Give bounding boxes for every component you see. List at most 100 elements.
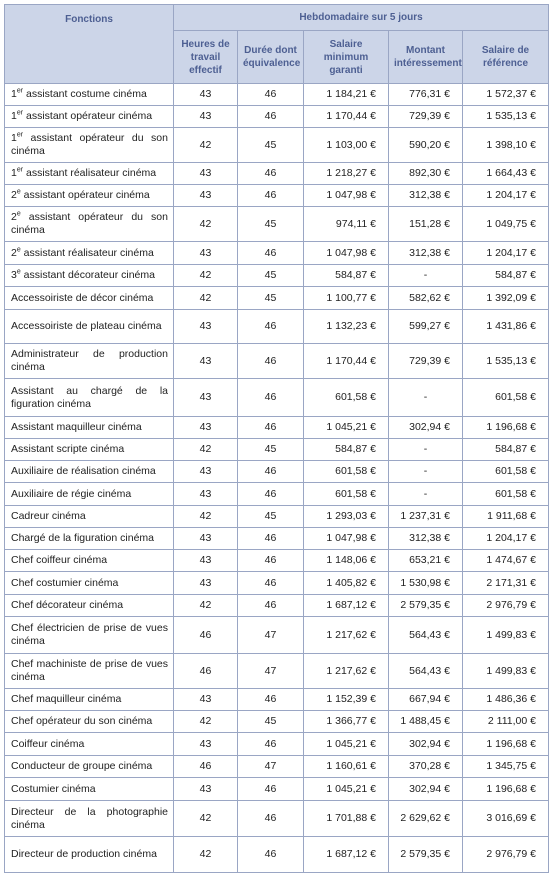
hours-cell: 43 bbox=[173, 549, 238, 572]
table-row: Auxiliaire de régie cinéma 43 46 601,58 € -6… bbox=[4, 482, 549, 506]
amount-cell: 892,30 € bbox=[388, 162, 463, 185]
table-row: Chargé de la figuration cinéma 43 46 1 047,… bbox=[4, 527, 549, 550]
amount-cell: 1 132,23 € bbox=[303, 309, 389, 344]
amount-cell: 1 204,17 € bbox=[462, 241, 549, 265]
amount-cell: 974,11 € bbox=[303, 206, 389, 242]
amount-cell: 2 171,31 € bbox=[462, 571, 549, 595]
amount-cell: 1 184,21 € bbox=[303, 83, 389, 106]
ordinal-suffix: er bbox=[16, 131, 24, 139]
amount-cell: 1 488,45 € bbox=[388, 710, 463, 733]
amount-cell: 2 579,35 € bbox=[388, 836, 463, 873]
amount-cell: 2 111,00 € bbox=[462, 710, 549, 733]
ordinal: 2 bbox=[11, 189, 17, 201]
header-cell: Heures de travail effectif bbox=[173, 30, 238, 84]
header-cell: Montant intéressement bbox=[388, 30, 463, 84]
function-cell: Coiffeur cinéma bbox=[4, 732, 174, 756]
amount-cell: 1 045,21 € bbox=[303, 732, 389, 756]
amount-cell: 1 204,17 € bbox=[462, 184, 549, 207]
ordinal-suffix: er bbox=[16, 109, 24, 117]
hours-cell: 47 bbox=[237, 616, 304, 654]
amount-cell: 601,58 € bbox=[462, 460, 549, 483]
table-row: Assistant au chargé de la figuration cin… bbox=[4, 378, 549, 417]
amount-cell: 1 687,12 € bbox=[303, 836, 389, 873]
amount-cell: 370,28 € bbox=[388, 755, 463, 778]
function-text: assistant costume cinéma bbox=[23, 88, 147, 100]
hours-cell: 46 bbox=[237, 836, 304, 873]
amount-cell: 667,94 € bbox=[388, 688, 463, 711]
hours-cell: 46 bbox=[173, 616, 238, 654]
function-cell: 1er assistant costume cinéma bbox=[4, 83, 174, 106]
function-cell: 1er assistant opérateur du son cinéma bbox=[4, 127, 174, 163]
hours-cell: 43 bbox=[173, 571, 238, 595]
hours-cell: 42 bbox=[173, 710, 238, 733]
amount-cell: 1 045,21 € bbox=[303, 777, 389, 801]
function-cell: Auxiliaire de régie cinéma bbox=[4, 482, 174, 506]
ordinal: 1 bbox=[11, 88, 17, 100]
hours-cell: 47 bbox=[237, 755, 304, 778]
amount-cell: 729,39 € bbox=[388, 105, 463, 128]
table-row: 2e assistant opérateur du son cinéma 42 45… bbox=[4, 206, 549, 242]
table-row: Chef machiniste de prise de vues cinéma 4… bbox=[4, 653, 549, 689]
amount-cell: 1 405,82 € bbox=[303, 571, 389, 595]
hours-cell: 42 bbox=[173, 800, 238, 837]
hours-cell: 45 bbox=[237, 264, 304, 287]
amount-cell: 2 579,35 € bbox=[388, 594, 463, 617]
hours-cell: 46 bbox=[237, 162, 304, 185]
function-cell: Auxiliaire de réalisation cinéma bbox=[4, 460, 174, 483]
amount-cell: - bbox=[388, 438, 463, 461]
amount-cell: 601,58 € bbox=[303, 482, 389, 506]
amount-cell: 1 664,43 € bbox=[462, 162, 549, 185]
table-body: 1er assistant costume cinéma 43 46 1 184,21… bbox=[4, 83, 549, 873]
amount-cell: 302,94 € bbox=[388, 732, 463, 756]
hours-cell: 43 bbox=[173, 482, 238, 506]
hours-cell: 42 bbox=[173, 594, 238, 617]
amount-cell: 601,58 € bbox=[462, 378, 549, 417]
amount-cell: 302,94 € bbox=[388, 416, 463, 439]
hours-cell: 46 bbox=[237, 549, 304, 572]
hours-cell: 45 bbox=[237, 206, 304, 242]
function-cell: Chef électricien de prise de vues cinéma bbox=[4, 616, 174, 654]
function-cell: Assistant maquilleur cinéma bbox=[4, 416, 174, 439]
amount-cell: 729,39 € bbox=[388, 343, 463, 379]
function-cell: Administrateur de production cinéma bbox=[4, 343, 174, 379]
amount-cell: 1 530,98 € bbox=[388, 571, 463, 595]
function-cell: Assistant au chargé de la figuration cin… bbox=[4, 378, 174, 417]
amount-cell: 601,58 € bbox=[303, 378, 389, 417]
hours-cell: 42 bbox=[173, 206, 238, 242]
salary-table: Fonctions Hebdomadaire sur 5 jours Heure… bbox=[4, 4, 549, 873]
hours-cell: 46 bbox=[173, 755, 238, 778]
table-row: 1er assistant opérateur du son cinéma 42 4… bbox=[4, 127, 549, 163]
hours-cell: 45 bbox=[237, 286, 304, 310]
amount-cell: 302,94 € bbox=[388, 777, 463, 801]
amount-cell: 1 047,98 € bbox=[303, 241, 389, 265]
amount-cell: 1 293,03 € bbox=[303, 505, 389, 528]
hours-cell: 43 bbox=[173, 460, 238, 483]
hours-cell: 46 bbox=[237, 184, 304, 207]
hours-cell: 46 bbox=[173, 653, 238, 689]
ordinal: 1 bbox=[11, 167, 17, 179]
hours-cell: 46 bbox=[237, 241, 304, 265]
amount-cell: 2 976,79 € bbox=[462, 836, 549, 873]
amount-cell: 1 170,44 € bbox=[303, 105, 389, 128]
amount-cell: 1 152,39 € bbox=[303, 688, 389, 711]
table-row: Chef costumier cinéma 43 46 1 405,82 €1 530… bbox=[4, 571, 549, 595]
amount-cell: 564,43 € bbox=[388, 616, 463, 654]
table-row: Coiffeur cinéma 43 46 1 045,21 €302,94 €1 1… bbox=[4, 732, 549, 756]
amount-cell: 2 976,79 € bbox=[462, 594, 549, 617]
hours-cell: 45 bbox=[237, 710, 304, 733]
amount-cell: - bbox=[388, 482, 463, 506]
amount-cell: 1 049,75 € bbox=[462, 206, 549, 242]
hours-cell: 46 bbox=[237, 732, 304, 756]
table-row: Costumier cinéma 43 46 1 045,21 €302,94 €1 … bbox=[4, 777, 549, 801]
header-cell: Hebdomadaire sur 5 jours bbox=[173, 4, 549, 31]
ordinal-suffix: e bbox=[16, 246, 21, 253]
hours-cell: 46 bbox=[237, 571, 304, 595]
amount-cell: 584,87 € bbox=[303, 264, 389, 287]
table-row: Directeur de production cinéma 42 46 1 687,… bbox=[4, 836, 549, 873]
hours-cell: 42 bbox=[173, 127, 238, 163]
hours-cell: 42 bbox=[173, 286, 238, 310]
hours-cell: 43 bbox=[173, 688, 238, 711]
table-row: Directeur de la photographie cinéma 42 46 1… bbox=[4, 800, 549, 837]
hours-cell: 46 bbox=[237, 527, 304, 550]
